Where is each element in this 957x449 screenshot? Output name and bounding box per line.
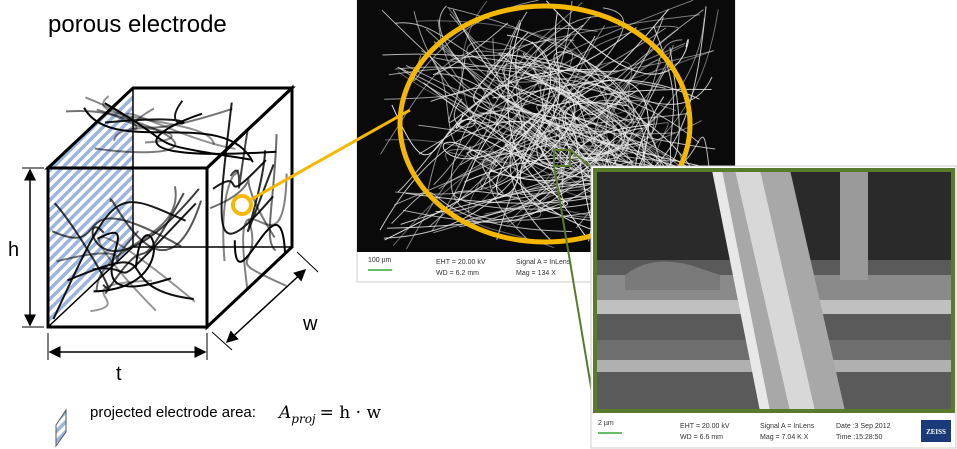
cube — [48, 88, 292, 327]
title: porous electrode — [48, 11, 227, 38]
formula-symbol: A — [277, 403, 291, 423]
sem-info: WD = 6.6 mm — [680, 434, 723, 441]
sem-info: Mag = 134 X — [516, 270, 556, 277]
scale-bar: 100 µm — [368, 257, 392, 264]
logo: ZEISS — [926, 428, 946, 436]
w-label: w — [302, 313, 318, 335]
h-label: h — [8, 239, 19, 261]
sem-info: Signal A = InLens — [516, 259, 571, 266]
sem-info: EHT = 20.00 kV — [436, 259, 486, 266]
w-arrow — [227, 270, 305, 342]
projected-face — [48, 88, 133, 327]
sem-info: Time :15:28:50 — [836, 434, 883, 441]
formula-equation: = h · w — [320, 403, 382, 423]
t-label: t — [116, 363, 122, 385]
zoom-circle — [233, 196, 251, 214]
sem-info: Date :3 Sep 2012 — [836, 423, 891, 430]
scale-bar: 2 µm — [598, 420, 614, 427]
sem-info: Mag = 7.04 K X — [760, 434, 809, 441]
legend-icon — [56, 410, 66, 446]
sem-info: WD = 6.2 mm — [436, 270, 479, 277]
formula-subscript: proj — [291, 412, 316, 426]
figure: porous electrode h t w projected electro… — [0, 0, 957, 449]
legend-label: projected electrode area: — [90, 404, 256, 421]
sem-image — [595, 170, 953, 411]
sem-info: Signal A = InLens — [760, 423, 815, 430]
formula: Aproj = h · w — [277, 403, 381, 426]
sem-info: EHT = 20.00 kV — [680, 423, 730, 430]
tick — [297, 252, 318, 272]
